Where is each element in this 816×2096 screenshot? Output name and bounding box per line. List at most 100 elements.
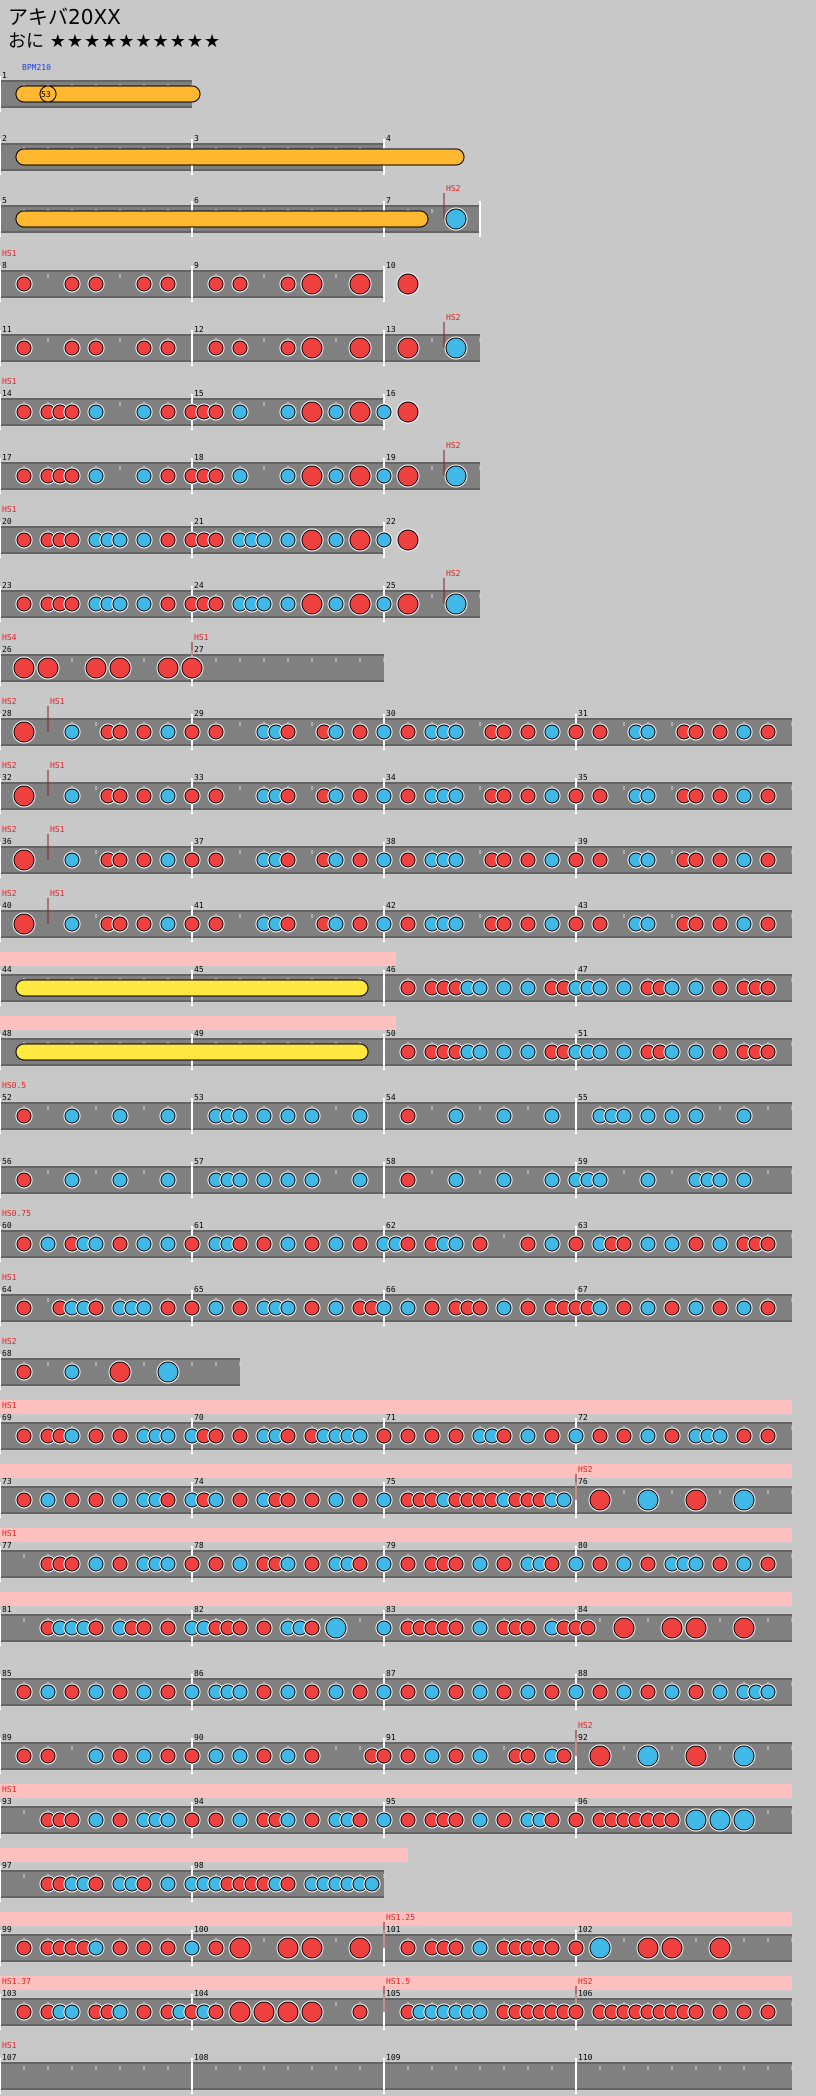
scroll-speed-label: HS1 [50, 889, 65, 898]
ka-note [472, 2004, 488, 2020]
don-note [16, 1428, 32, 1444]
don-note [496, 852, 512, 868]
scroll-speed-label: HS2 [446, 313, 461, 322]
ka-note [88, 404, 104, 420]
don-note [400, 1236, 416, 1252]
difficulty-line: おに ★★★★★★★★★★ [8, 30, 221, 54]
don-note [40, 1748, 56, 1764]
don-note [760, 1300, 776, 1316]
don-note [520, 1236, 536, 1252]
ka-note [64, 788, 80, 804]
don-note [232, 276, 248, 292]
don-note [208, 340, 224, 356]
note-lane [0, 848, 792, 872]
ka-note [328, 596, 344, 612]
ka-note [376, 468, 392, 484]
measure-number: 9 [194, 261, 199, 270]
ka-note [664, 1684, 680, 1700]
don-note [280, 724, 296, 740]
measure-row: 60 61 62 63 HS0.75 [0, 1209, 793, 1262]
measure-number: 96 [578, 1797, 588, 1806]
don-note [760, 852, 776, 868]
ka-note [400, 1300, 416, 1316]
ka-note [88, 1684, 104, 1700]
don-note [352, 1236, 368, 1252]
don-note [208, 724, 224, 740]
ka-note [640, 1300, 656, 1316]
don-note [400, 852, 416, 868]
ka-note [280, 1300, 296, 1316]
measure-row: 5 6 7 HS2 [0, 184, 481, 237]
ka-note [736, 1300, 752, 1316]
big-don-note [301, 337, 323, 359]
ka-note [544, 1172, 560, 1188]
don-note [16, 340, 32, 356]
don-note [112, 1940, 128, 1956]
ka-note [568, 1428, 584, 1444]
don-note [136, 340, 152, 356]
measure-number: 42 [386, 901, 396, 910]
measure-number: 19 [386, 453, 396, 462]
don-note [352, 852, 368, 868]
ka-note [640, 724, 656, 740]
don-note [304, 1748, 320, 1764]
measure-number: 103 [2, 1989, 17, 1998]
scroll-speed-label: HS1 [2, 1401, 17, 1410]
don-note [16, 468, 32, 484]
measure-number: 1 [2, 71, 7, 80]
measure-number: 101 [386, 1925, 401, 1934]
big-don-note [13, 785, 35, 807]
ka-note [568, 1684, 584, 1700]
ka-note [64, 1172, 80, 1188]
ka-note [136, 532, 152, 548]
measure-number: 34 [386, 773, 396, 782]
don-note [88, 1492, 104, 1508]
don-note [760, 2004, 776, 2020]
don-note [688, 916, 704, 932]
don-note [496, 1812, 512, 1828]
measure-number: 90 [194, 1733, 204, 1742]
ka-note [544, 788, 560, 804]
don-note [64, 1812, 80, 1828]
don-note [448, 1812, 464, 1828]
gogo-time-band [0, 1464, 792, 1478]
don-note [616, 1236, 632, 1252]
ka-note [376, 1620, 392, 1636]
ka-note [616, 1556, 632, 1572]
don-note [112, 916, 128, 932]
don-note [424, 1428, 440, 1444]
don-note [544, 1940, 560, 1956]
ka-note [160, 1236, 176, 1252]
measure-number: 67 [578, 1285, 588, 1294]
big-don-note [13, 849, 35, 871]
don-note [496, 788, 512, 804]
don-note [136, 276, 152, 292]
measure-row: 28 29 30 31 HS2 HS1 [0, 697, 793, 750]
measure-number: 81 [2, 1605, 12, 1614]
big-ka-note [637, 1745, 659, 1767]
don-note [448, 1748, 464, 1764]
don-note [280, 1428, 296, 1444]
ka-note [712, 1684, 728, 1700]
big-ka-note [445, 593, 467, 615]
big-don-note [157, 657, 179, 679]
don-note [64, 596, 80, 612]
ka-note [88, 1556, 104, 1572]
big-don-note [661, 1617, 683, 1639]
ka-note [448, 852, 464, 868]
measure-number: 26 [2, 645, 12, 654]
scroll-speed-label: HS1 [2, 1785, 17, 1794]
measure-number: 88 [578, 1669, 588, 1678]
don-note [280, 916, 296, 932]
don-note [88, 276, 104, 292]
measure-number: 25 [386, 581, 396, 590]
measure-number: 4 [386, 134, 391, 143]
measure-number: 80 [578, 1541, 588, 1550]
don-note [64, 468, 80, 484]
gogo-time-band [0, 1848, 408, 1862]
don-note [232, 1300, 248, 1316]
measure-number: 86 [194, 1669, 204, 1678]
ka-note [280, 1556, 296, 1572]
don-note [232, 1492, 248, 1508]
